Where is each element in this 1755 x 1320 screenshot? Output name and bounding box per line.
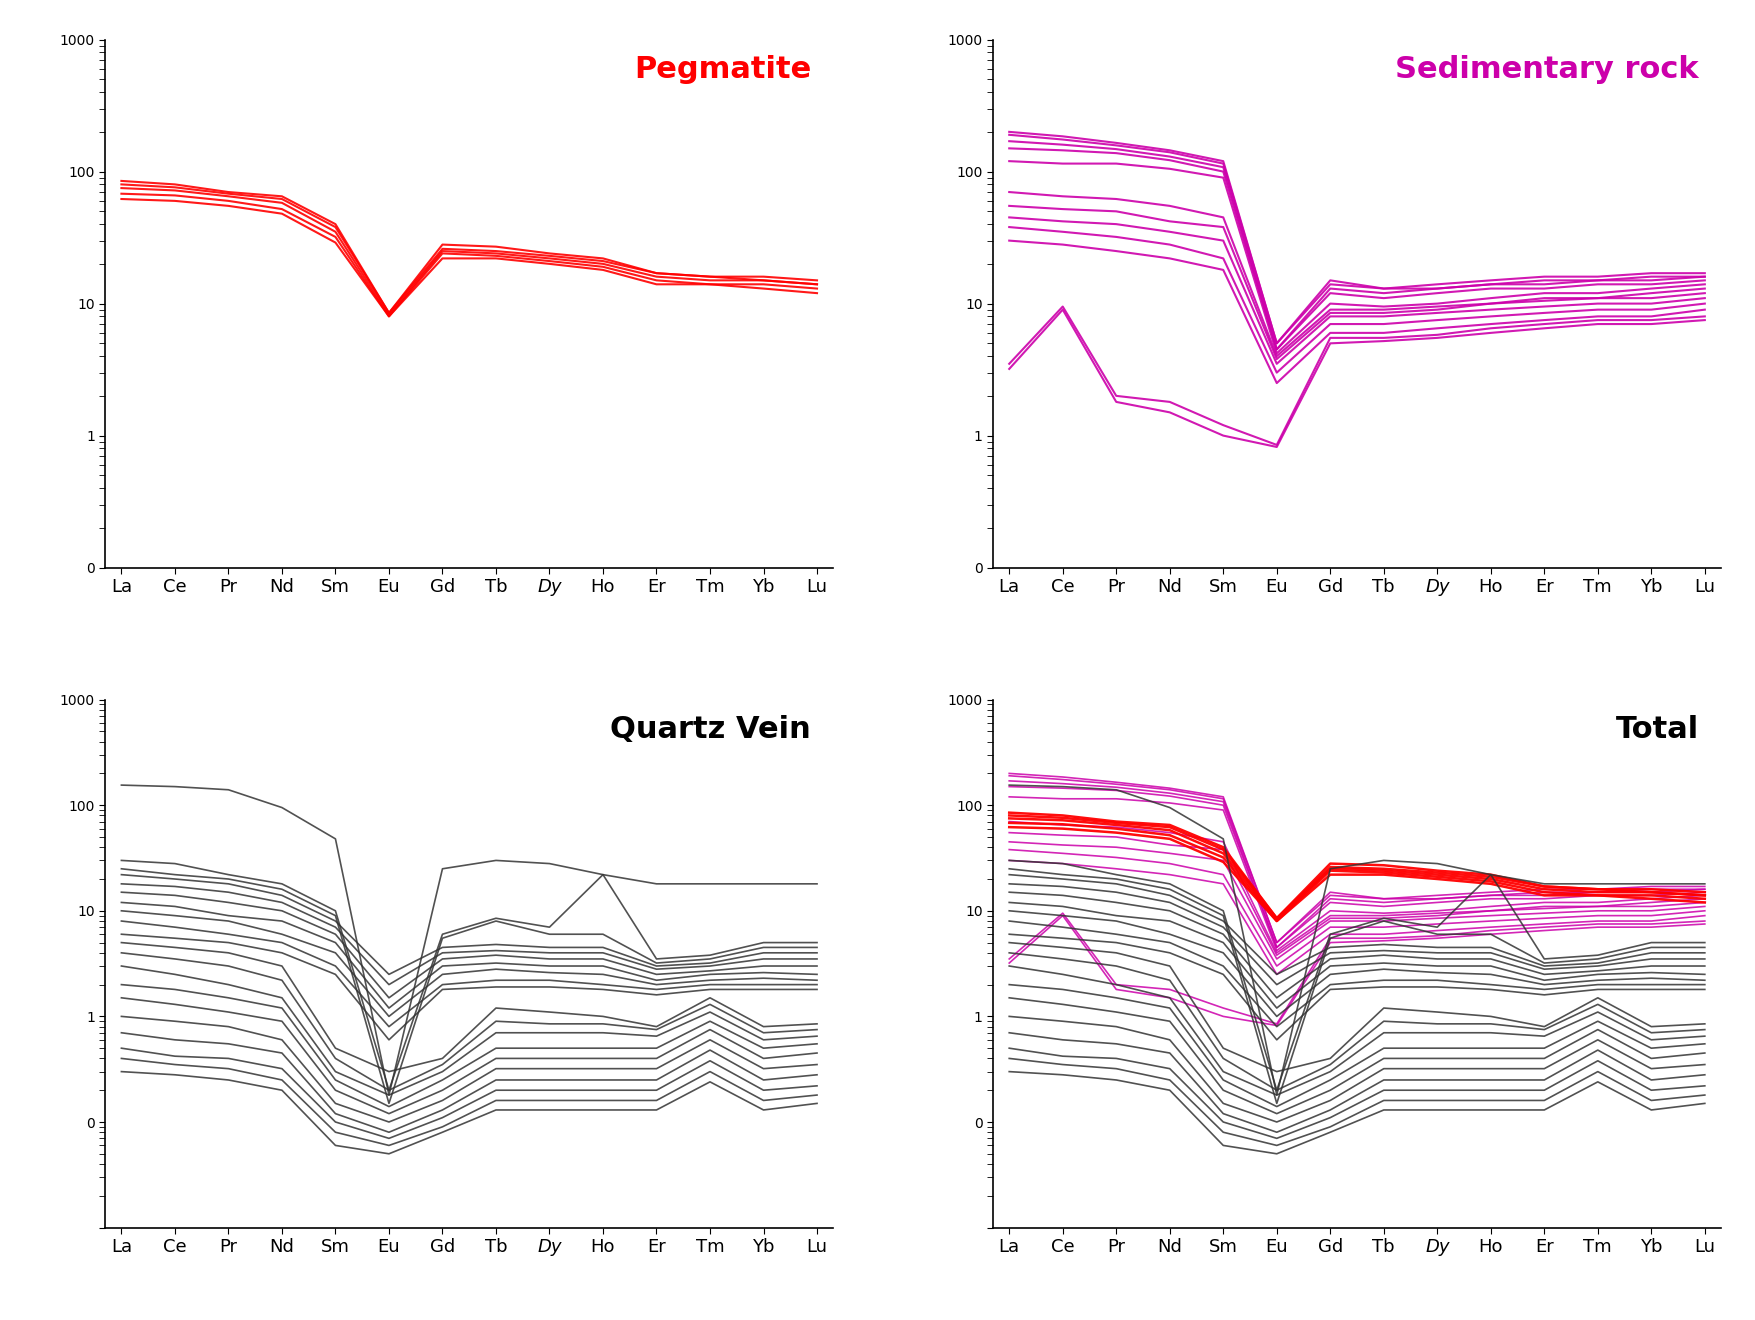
Text: Total: Total (1615, 715, 1699, 744)
Text: Pegmatite: Pegmatite (634, 55, 811, 84)
Text: Sedimentary rock: Sedimentary rock (1395, 55, 1699, 84)
Text: Quartz Vein: Quartz Vein (611, 715, 811, 744)
